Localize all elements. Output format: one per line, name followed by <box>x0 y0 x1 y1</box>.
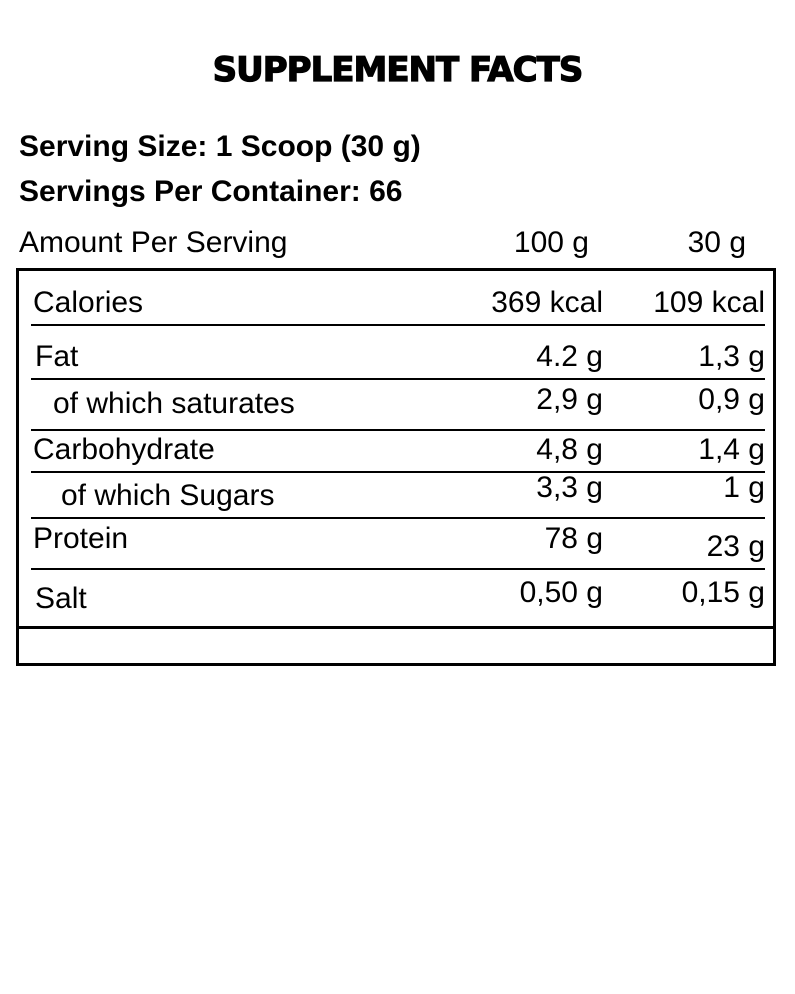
row-label: Protein <box>33 522 129 555</box>
column-header-30g: 30 g <box>687 226 746 259</box>
table-row-carbohydrate: Carbohydrate 4,8 g 1,4 g <box>31 431 765 473</box>
table-row-salt: Salt 0,50 g 0,15 g <box>31 570 765 626</box>
row-label: of which saturates <box>53 387 295 420</box>
row-value-100g: 4,8 g <box>536 433 603 466</box>
row-value-100g: 369 kcal <box>491 286 603 319</box>
row-value-100g: 4.2 g <box>536 340 603 373</box>
row-label: Salt <box>35 582 87 615</box>
row-label: Calories <box>33 286 144 319</box>
table-row-sugars: of which Sugars 3,3 g 1 g <box>31 471 765 519</box>
row-value-30g: 1 g <box>723 471 765 504</box>
row-value-100g: 78 g <box>544 522 603 555</box>
nutrition-table: Calories 369 kcal 109 kcal Fat 4.2 g 1,3… <box>16 268 776 666</box>
row-value-100g: 3,3 g <box>536 471 603 504</box>
row-label: Fat <box>35 340 79 373</box>
serving-size: Serving Size: 1 Scoop (30 g) <box>19 130 421 163</box>
row-value-30g: 0,9 g <box>698 383 765 416</box>
row-value-30g: 109 kcal <box>653 286 765 319</box>
table-row-saturates: of which saturates 2,9 g 0,9 g <box>31 380 765 431</box>
row-value-30g: 0,15 g <box>681 576 765 609</box>
row-value-100g: 0,50 g <box>519 576 603 609</box>
row-label: of which Sugars <box>61 479 275 512</box>
page-title: SUPPLEMENT FACTS <box>212 49 584 90</box>
column-header-100g: 100 g <box>513 226 589 259</box>
table-row-fat: Fat 4.2 g 1,3 g <box>31 326 765 380</box>
row-value-30g: 23 g <box>706 530 765 563</box>
servings-per-container: Servings Per Container: 66 <box>19 175 403 208</box>
table-row-protein: Protein 78 g 23 g <box>31 519 765 570</box>
table-divider <box>19 626 773 629</box>
row-value-30g: 1,4 g <box>698 433 765 466</box>
row-value-100g: 2,9 g <box>536 383 603 416</box>
row-label: Carbohydrate <box>33 433 215 466</box>
table-row-calories: Calories 369 kcal 109 kcal <box>31 271 765 326</box>
row-value-30g: 1,3 g <box>698 340 765 373</box>
amount-per-serving-label: Amount Per Serving <box>19 226 288 259</box>
